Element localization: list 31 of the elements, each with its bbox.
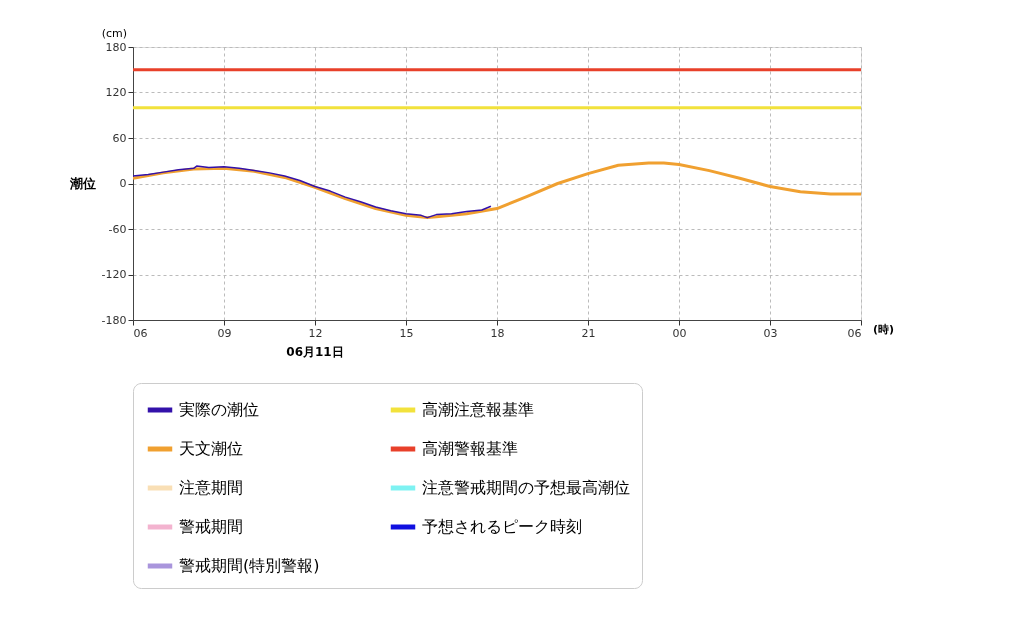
y-tick-label: -60	[108, 222, 127, 236]
x-tick-label: 06	[133, 326, 148, 340]
legend-label: 天文潮位	[179, 439, 243, 458]
x-tick-label: 21	[581, 326, 596, 340]
y-axis-title: 潮位	[69, 175, 96, 191]
x-tick-label: 06	[847, 326, 862, 340]
legend-label: 高潮警報基準	[422, 439, 518, 458]
y-tick-label: 120	[105, 86, 127, 99]
y-tick-label: -120	[101, 268, 127, 281]
y-tick-label: -180	[101, 313, 127, 327]
y-tick-label: 180	[105, 40, 127, 54]
x-tick-label: 12	[308, 326, 323, 340]
legend-label: 注意期間	[179, 478, 243, 497]
legend-label: 注意警戒期間の予想最高潮位	[422, 478, 630, 497]
text: 06月11日	[286, 345, 344, 359]
text: (cm)	[101, 27, 127, 40]
legend-label: 実際の潮位	[179, 400, 259, 419]
x-axis-title: (時)	[873, 323, 895, 336]
line-series	[133, 165, 492, 219]
x-tick-label: 18	[490, 326, 505, 340]
line-series	[133, 161, 861, 220]
y-tick-label: 60	[112, 131, 127, 145]
x-tick-label: 15	[399, 326, 414, 340]
legend-label: 警戒期間	[179, 517, 243, 536]
y-tick-label: 0	[119, 177, 127, 190]
legend-label: 高潮注意報基準	[422, 400, 534, 419]
x-tick-label: 00	[672, 326, 687, 340]
x-tick-label: 03	[763, 326, 778, 340]
legend-label: 警戒期間(特別警報)	[179, 556, 320, 575]
x-tick-label: 09	[217, 326, 232, 340]
legend-label: 予想されるピーク時刻	[422, 517, 582, 536]
